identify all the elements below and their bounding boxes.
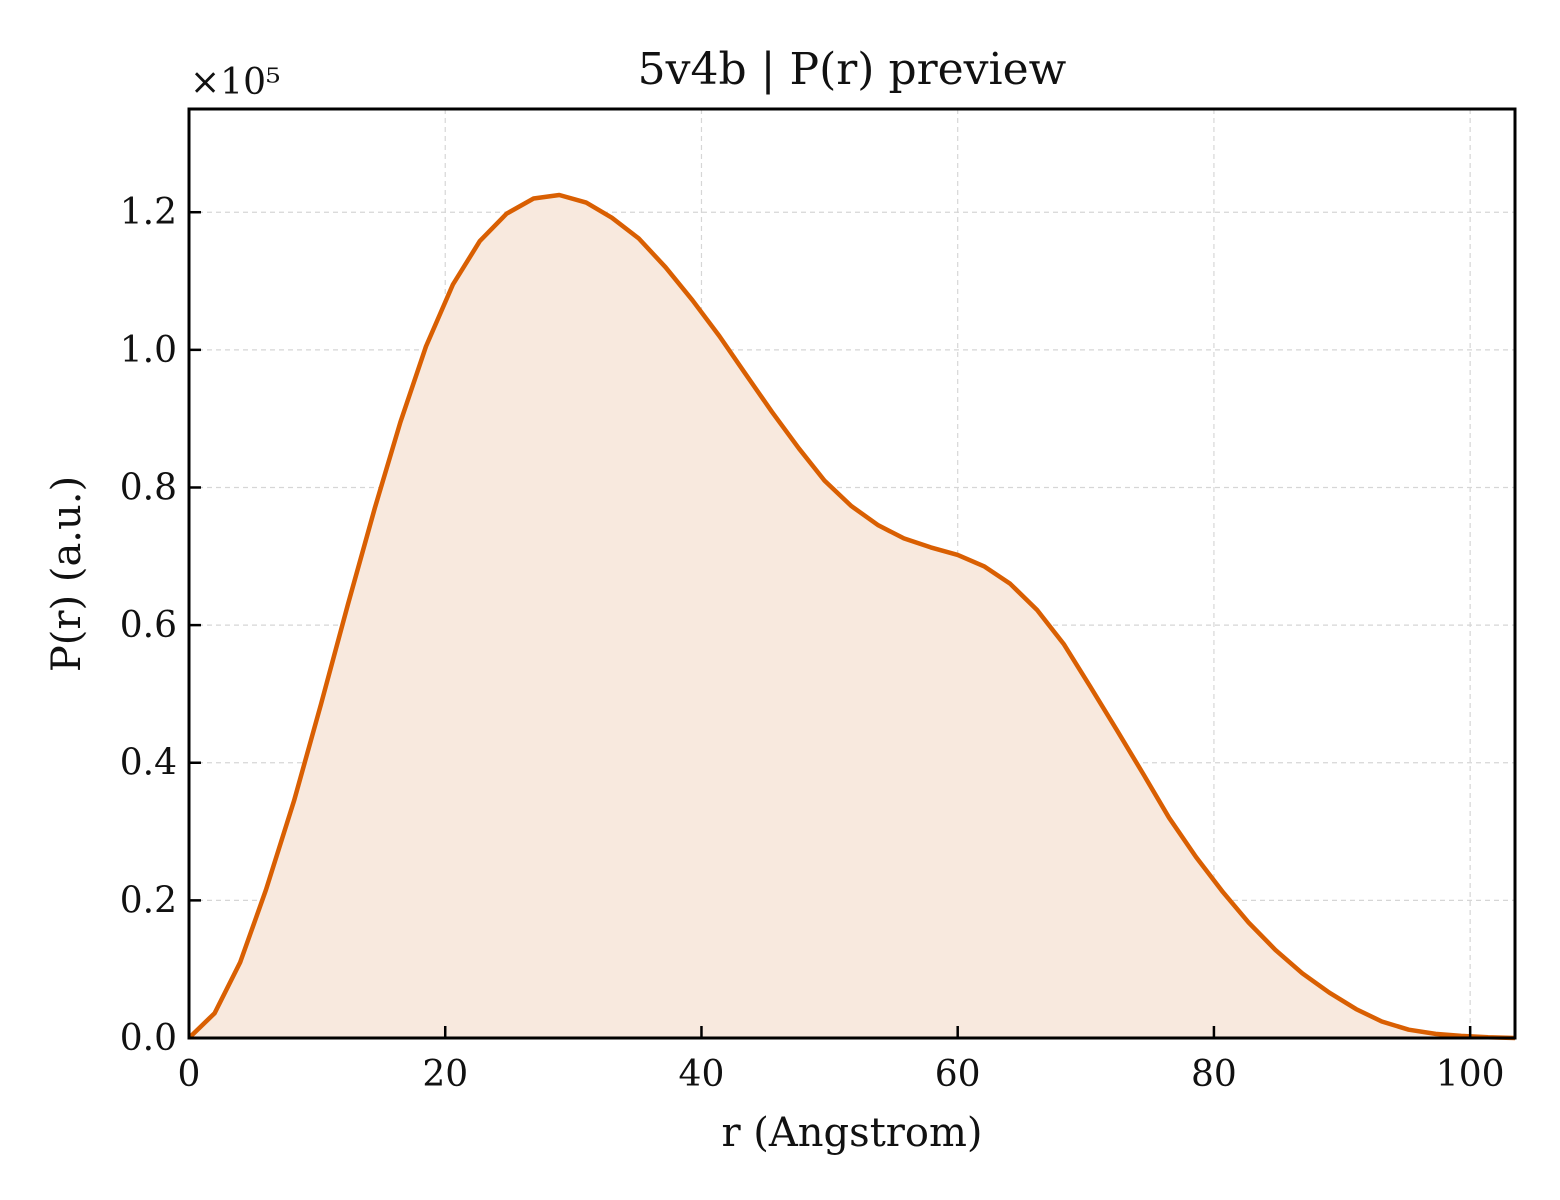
x-tick-label: 20 bbox=[422, 1054, 468, 1095]
x-tick-label: 0 bbox=[178, 1054, 201, 1095]
y-axis-label: P(r) (a.u.) bbox=[44, 476, 90, 672]
plot-frame bbox=[187, 107, 1517, 1040]
y-tick-label: 0.6 bbox=[120, 605, 177, 646]
y-tick-label: 0.2 bbox=[120, 880, 177, 921]
y-tick-label: 1.0 bbox=[120, 330, 177, 371]
y-tick-label: 0.0 bbox=[120, 1018, 177, 1059]
y-tick-label: 1.2 bbox=[120, 192, 177, 233]
pr-area-fill bbox=[189, 195, 1515, 1038]
y-tick-label: 0.4 bbox=[120, 743, 177, 784]
x-tick-label: 100 bbox=[1436, 1054, 1505, 1095]
x-tick-label: 40 bbox=[679, 1054, 725, 1095]
ticks: 0 20 40 60 80 100 0.0 0.2 0.4 0.6 0.8 1.0 1.2 bbox=[120, 192, 1505, 1095]
x-axis-label: r (Angstrom) bbox=[721, 1110, 982, 1156]
x-tick-label: 80 bbox=[1191, 1054, 1237, 1095]
x-tick-label: 60 bbox=[935, 1054, 981, 1095]
pr-series-line bbox=[187, 192, 1516, 1041]
y-multiplier-label: ×10⁵ bbox=[190, 62, 280, 103]
y-tick-label: 0.8 bbox=[120, 467, 177, 508]
chart-title: 5v4b | P(r) preview bbox=[638, 44, 1067, 95]
